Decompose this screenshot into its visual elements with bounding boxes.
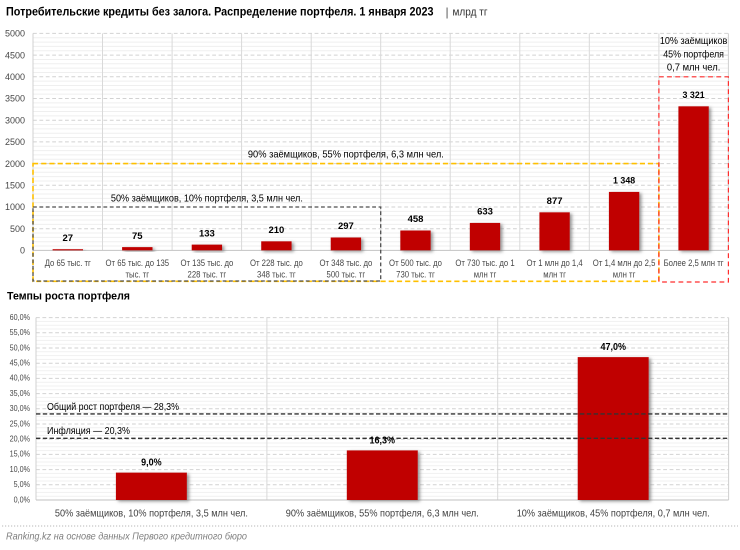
svg-text:млрд тг: млрд тг: [453, 7, 488, 19]
svg-text:3500: 3500: [5, 94, 25, 104]
svg-text:От 730 тыс. до 1: От 730 тыс. до 1: [455, 258, 514, 268]
svg-text:210: 210: [268, 225, 284, 236]
svg-text:5,0%: 5,0%: [14, 480, 30, 489]
svg-text:От 1 млн до 1,4: От 1 млн до 1,4: [527, 258, 583, 268]
svg-text:55,0%: 55,0%: [10, 328, 30, 337]
svg-text:До 65 тыс. тг: До 65 тыс. тг: [45, 258, 92, 268]
svg-text:50% заёмщиков, 10% портфеля, 3: 50% заёмщиков, 10% портфеля, 3,5 млн чел…: [111, 193, 303, 205]
svg-text:Потребительские кредиты без за: Потребительские кредиты без залога. Расп…: [6, 7, 434, 19]
svg-text:От 65 тыс. до 135: От 65 тыс. до 135: [106, 258, 170, 268]
svg-text:133: 133: [199, 228, 215, 239]
svg-text:0: 0: [20, 246, 25, 256]
svg-text:1 348: 1 348: [613, 176, 635, 187]
svg-text:30,0%: 30,0%: [10, 404, 30, 413]
svg-text:60,0%: 60,0%: [10, 313, 30, 322]
svg-text:10% заёмщиков, 45% портфеля, 0: 10% заёмщиков, 45% портфеля, 0,7 млн чел…: [517, 508, 710, 520]
svg-text:млн тг: млн тг: [474, 270, 497, 280]
svg-text:458: 458: [408, 214, 424, 225]
svg-text:47,0%: 47,0%: [600, 342, 626, 353]
svg-text:50% заёмщиков, 10% портфеля, 3: 50% заёмщиков, 10% портфеля, 3,5 млн чел…: [55, 508, 248, 520]
svg-text:16,3%: 16,3%: [370, 435, 396, 446]
svg-text:3 321: 3 321: [683, 90, 706, 101]
svg-text:877: 877: [547, 196, 563, 207]
svg-text:50,0%: 50,0%: [10, 343, 30, 352]
svg-text:45% портфеля: 45% портфеля: [663, 49, 724, 61]
svg-text:млн тг: млн тг: [613, 270, 636, 280]
svg-text:4000: 4000: [5, 72, 25, 82]
svg-text:От 135 тыс. до: От 135 тыс. до: [180, 258, 233, 268]
svg-text:5000: 5000: [5, 29, 25, 39]
svg-text:297: 297: [338, 221, 354, 232]
svg-text:2500: 2500: [5, 137, 25, 147]
svg-text:От 348 тыс. до: От 348 тыс. до: [319, 258, 372, 268]
svg-text:От 1,4 млн до 2,5: От 1,4 млн до 2,5: [593, 258, 656, 268]
svg-text:228 тыс. тг: 228 тыс. тг: [188, 270, 227, 280]
svg-text:10% заёмщиков: 10% заёмщиков: [660, 36, 728, 47]
svg-text:9,0%: 9,0%: [141, 458, 162, 469]
svg-text:0,7 млн чел.: 0,7 млн чел.: [667, 62, 721, 73]
svg-text:Инфляция — 20,3%: Инфляция — 20,3%: [47, 425, 130, 437]
svg-text:Общий рост портфеля — 28,3%: Общий рост портфеля — 28,3%: [47, 401, 179, 413]
svg-text:90% заёмщиков, 55% портфеля, 6: 90% заёмщиков, 55% портфеля, 6,3 млн чел…: [286, 508, 479, 520]
svg-text:27: 27: [63, 233, 74, 244]
svg-text:500 тыс. тг: 500 тыс. тг: [327, 270, 366, 280]
svg-text:1000: 1000: [5, 202, 25, 212]
svg-text:Темпы роста портфеля: Темпы роста портфеля: [7, 291, 130, 303]
svg-text:млн тг: млн тг: [543, 270, 566, 280]
svg-text:25,0%: 25,0%: [10, 419, 30, 428]
svg-text:90% заёмщиков, 55% портфеля, 6: 90% заёмщиков, 55% портфеля, 6,3 млн чел…: [248, 149, 444, 161]
svg-text:40,0%: 40,0%: [10, 374, 30, 383]
svg-text:500: 500: [10, 224, 25, 234]
svg-text:Более 2,5 млн тг: Более 2,5 млн тг: [664, 258, 725, 268]
svg-text:3000: 3000: [5, 115, 25, 125]
svg-text:45,0%: 45,0%: [10, 359, 30, 368]
svg-text:тыс. тг: тыс. тг: [126, 270, 150, 280]
svg-text:4500: 4500: [5, 50, 25, 60]
svg-text:348 тыс. тг: 348 тыс. тг: [257, 270, 296, 280]
svg-text:0,0%: 0,0%: [14, 495, 30, 504]
svg-text:15,0%: 15,0%: [10, 450, 30, 459]
svg-text:2000: 2000: [5, 159, 25, 169]
svg-text:10,0%: 10,0%: [10, 465, 30, 474]
svg-text:633: 633: [477, 207, 493, 218]
svg-text:1500: 1500: [5, 181, 25, 191]
svg-text:От 228 тыс. до: От 228 тыс. до: [250, 258, 303, 268]
svg-text:От 500 тыс. до: От 500 тыс. до: [389, 258, 442, 268]
svg-text:Ranking.kz на основе данных Пе: Ranking.kz на основе данных Первого кред…: [6, 531, 247, 543]
svg-text:20,0%: 20,0%: [10, 435, 30, 444]
svg-text:75: 75: [132, 231, 143, 242]
svg-text:|: |: [446, 5, 449, 19]
svg-text:35,0%: 35,0%: [10, 389, 30, 398]
svg-text:730 тыс. тг: 730 тыс. тг: [396, 270, 435, 280]
